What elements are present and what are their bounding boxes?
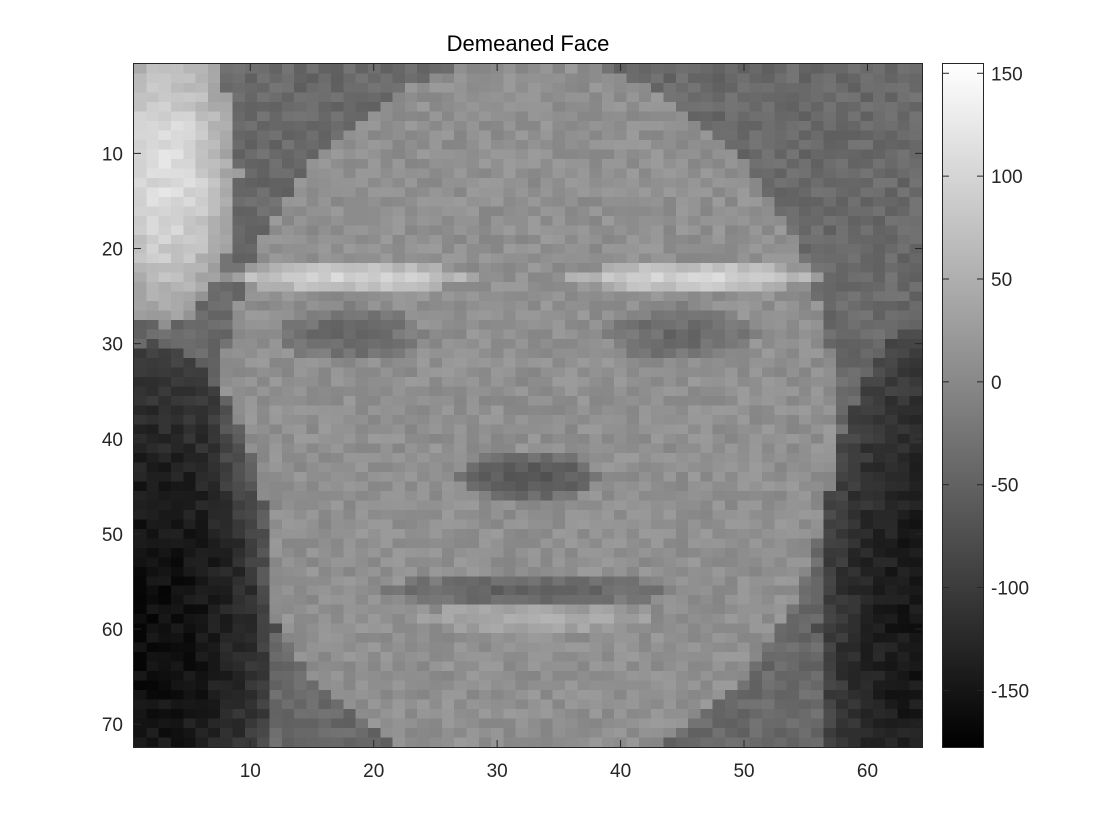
x-tick-label: 20: [363, 761, 384, 782]
y-tick-label: 60: [102, 620, 123, 641]
y-tick-label: 20: [102, 240, 123, 261]
y-tick-label: 10: [102, 144, 123, 165]
colorbar-tick-label: 150: [991, 64, 1023, 85]
x-tick-label: 50: [733, 761, 754, 782]
y-tick-label: 40: [102, 430, 123, 451]
y-tick-label: 70: [102, 715, 123, 736]
x-tick-label: 30: [487, 761, 508, 782]
colorbar-tick-label: 100: [991, 167, 1023, 188]
y-tick-label: 50: [102, 525, 123, 546]
x-tick-label: 10: [240, 761, 261, 782]
colorbar-tick-label: -100: [991, 579, 1029, 600]
x-tick-label: 40: [610, 761, 631, 782]
colorbar-tick-label: -50: [991, 476, 1018, 497]
colorbar-tick-label: 50: [991, 270, 1012, 291]
heatmap-image: [134, 64, 922, 747]
colorbar-tick-label: 0: [991, 373, 1002, 394]
colorbar: [942, 63, 984, 748]
y-tick-label: 30: [102, 335, 123, 356]
heatmap-axes: [133, 63, 923, 748]
x-tick-label: 60: [857, 761, 878, 782]
colorbar-tick-label: -150: [991, 681, 1029, 702]
chart-title: Demeaned Face: [446, 31, 610, 56]
